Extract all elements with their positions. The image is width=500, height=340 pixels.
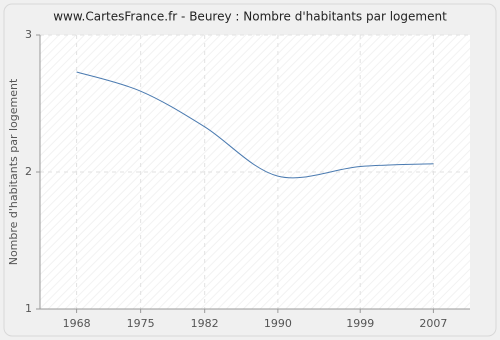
y-axis-label: Nombre d'habitants par logement — [7, 78, 20, 265]
y-tick-label: 1 — [25, 302, 32, 315]
y-tick-label: 3 — [25, 28, 32, 41]
x-tick-label: 1975 — [127, 317, 155, 330]
chart-title: www.CartesFrance.fr - Beurey : Nombre d'… — [53, 10, 447, 24]
y-tick-label: 2 — [25, 165, 32, 178]
x-tick-label: 1968 — [63, 317, 91, 330]
x-tick-label: 1999 — [346, 317, 374, 330]
x-tick-label: 1990 — [264, 317, 292, 330]
x-tick-label: 1982 — [191, 317, 219, 330]
data-line — [76, 71, 434, 179]
plot-area — [40, 35, 470, 309]
x-tick-label: 2007 — [419, 317, 447, 330]
